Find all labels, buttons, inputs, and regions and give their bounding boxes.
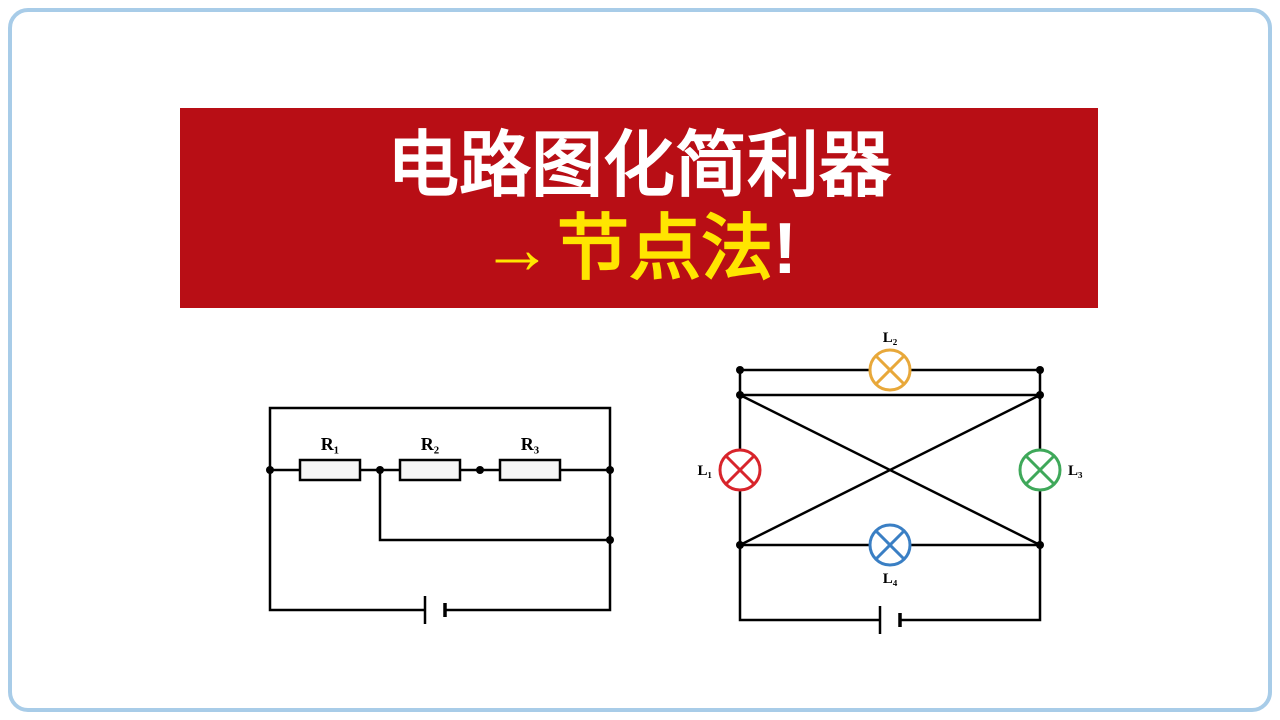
arrow-icon: → — [481, 208, 553, 291]
title-exclaim: ! — [773, 208, 797, 291]
title-yellow: 节点法 — [557, 208, 773, 291]
title-banner: 电路图化简利器 → 节点法 ! — [180, 108, 1098, 308]
svg-text:L₄: L₄ — [883, 571, 898, 587]
svg-text:L₃: L₃ — [1068, 463, 1083, 479]
svg-text:R₂: R₂ — [421, 434, 439, 454]
left-circuit: R₁ R₂ R₃ — [230, 370, 650, 660]
svg-text:R₃: R₃ — [521, 434, 540, 454]
svg-text:R₁: R₁ — [321, 434, 339, 454]
svg-text:L₂: L₂ — [883, 330, 898, 346]
title-line1: 电路图化简利器 — [387, 125, 891, 208]
right-circuit: L₁ L₂ L₃ L₄ — [680, 330, 1100, 670]
title-line2: → 节点法 ! — [481, 208, 797, 291]
svg-text:L₁: L₁ — [697, 463, 712, 479]
